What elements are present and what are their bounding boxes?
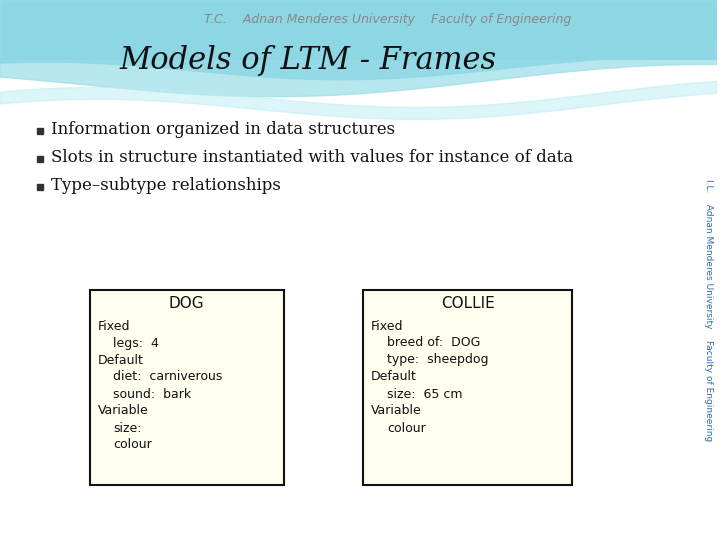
Text: Fixed: Fixed [371,320,404,333]
Text: Models of LTM - Frames: Models of LTM - Frames [120,44,497,76]
Text: Variable: Variable [97,404,148,417]
Text: Type–subtype relationships: Type–subtype relationships [50,178,281,194]
Text: Default: Default [97,354,143,367]
Bar [37,156,42,161]
Text: COLLIE: COLLIE [441,296,495,312]
Text: Variable: Variable [371,404,422,417]
Text: type:  sheepdog: type: sheepdog [387,354,489,367]
Text: breed of:  DOG: breed of: DOG [387,336,480,349]
Text: colour: colour [387,422,426,435]
Bar [363,290,572,485]
Text: colour: colour [114,438,152,451]
Bar [37,127,42,133]
Bar [0,0,716,60]
Text: Fixed: Fixed [97,320,130,333]
Bar [89,290,284,485]
Text: DOG: DOG [168,296,204,312]
Text: sound:  bark: sound: bark [114,388,192,401]
Text: size:  65 cm: size: 65 cm [387,388,462,401]
Text: Information organized in data structures: Information organized in data structures [50,122,395,138]
Text: T.C.    Adnan Menderes University    Faculty of Engineering: T.C. Adnan Menderes University Faculty o… [204,14,572,26]
Text: Slots in structure instantiated with values for instance of data: Slots in structure instantiated with val… [50,150,573,166]
Text: diet:  carniverous: diet: carniverous [114,370,222,383]
Bar [37,184,42,190]
Text: legs:  4: legs: 4 [114,336,159,349]
Text: Default: Default [371,370,417,383]
Text: I.L.    Adnan Menderes University    Faculty of Engineering: I.L. Adnan Menderes University Faculty o… [704,179,713,441]
Text: size:: size: [114,422,142,435]
